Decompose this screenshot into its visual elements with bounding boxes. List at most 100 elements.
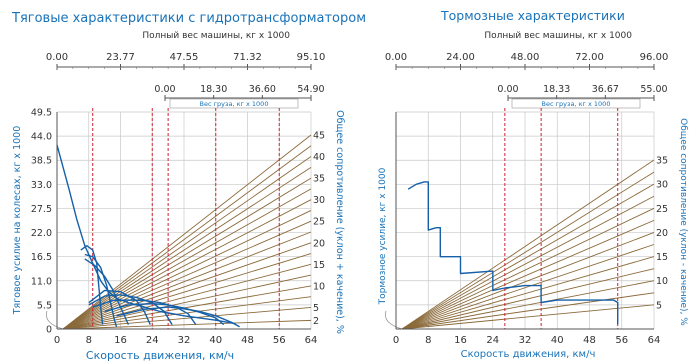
right-series-line (407, 181, 619, 325)
left-x-tick-label: 48 (241, 335, 254, 346)
left-y2-tick-label: 10 (313, 281, 325, 292)
right-resistance-line (401, 256, 655, 330)
right-resistance-line (401, 304, 655, 330)
left-y-tick-label: 16.5 (31, 252, 52, 263)
left-resistance-line (62, 242, 312, 330)
left-chart: Тяговые характеристики с гидротрансформа… (11, 11, 366, 362)
left-y2-tick-label: 25 (313, 217, 325, 228)
right-top-axis-ticks: 0.00 24.00 48.00 72.00 96.00 (385, 52, 668, 70)
left-origin-arc (45, 310, 64, 330)
left-mid-tick-label: 54.90 (297, 84, 324, 95)
left-x-tick-label: 16 (114, 335, 127, 346)
right-top-tick-label: 48.00 (511, 52, 540, 63)
left-top-axis-ticks: 0.00 23.77 47.55 71.32 95.10 (46, 52, 325, 70)
left-top-axis-label: Полный вес машины, кг x 1000 (142, 31, 290, 41)
right-resistance-lines (384, 159, 655, 330)
right-x-tick-label: 8 (425, 335, 431, 346)
left-y-axis-label: Тяговое усилие на колесах, кг x 1000 (12, 126, 23, 316)
right-resistance-line (401, 268, 655, 330)
right-resistance-line (401, 219, 655, 330)
right-mid-axis-label-box (511, 98, 641, 109)
left-resistance-line (62, 263, 312, 330)
left-x-tick-label: 40 (209, 335, 222, 346)
left-resistance-line (62, 188, 312, 330)
left-series-line (104, 302, 225, 326)
right-top-tick-label: 96.00 (640, 52, 669, 63)
left-series-line (88, 294, 173, 325)
left-y-tick-label: 49.5 (31, 108, 52, 119)
right-resistance-line (401, 195, 655, 330)
right-x-tick-label: 32 (519, 335, 532, 346)
left-y2-axis-label: Общее сопротивление (уклон + качение), % (334, 110, 345, 334)
right-y2-axis-label: Общее сопротивление (уклон - качение), % (678, 118, 688, 326)
right-x-tick-label: 16 (454, 335, 467, 346)
left-top-tick-label: 23.77 (106, 52, 135, 63)
right-y2-tick-labels: 5 10 15 20 25 30 35 (656, 156, 668, 312)
left-mid-tick-label: 0.00 (154, 84, 175, 95)
left-y-tick-label: 38.5 (31, 156, 52, 167)
right-y2-tick-label: 35 (656, 156, 668, 167)
right-mid-tick-label: 36.67 (592, 84, 619, 95)
left-resistance-line (62, 253, 312, 330)
right-y-axis-label: Тормозное усилие, кг x 1000 (378, 167, 388, 305)
left-x-axis-label: Скорость движения, км/ч (86, 349, 234, 362)
left-resistance-line (62, 145, 312, 330)
right-x-tick-label: 48 (583, 335, 596, 346)
left-mid-axis-label: Вес груза, кг x 1000 (200, 100, 269, 108)
left-y2-tick-label: 15 (313, 260, 325, 271)
left-resistance-lines (45, 134, 312, 330)
left-top-tick-label: 0.00 (46, 52, 68, 63)
left-traction-curves (56, 144, 240, 328)
right-braking-curve (407, 181, 619, 325)
right-y2-tick-label: 25 (656, 204, 668, 215)
right-x-tick-labels: 0 8 16 24 32 40 48 56 64 (393, 335, 661, 346)
right-mid-tick-label: 18.33 (543, 84, 570, 95)
right-x-tick-label: 24 (486, 335, 499, 346)
left-resistance-line (62, 285, 312, 330)
right-origin-arc (384, 310, 403, 330)
left-mid-tick-label: 36.60 (249, 84, 276, 95)
left-series-line (116, 306, 240, 328)
right-top-tick-label: 24.00 (446, 52, 475, 63)
right-mid-axis-label: Вес груза, кг x 1000 (542, 100, 611, 108)
left-y-tick-label: 0 (46, 325, 52, 336)
right-resistance-line (401, 207, 655, 330)
left-y-tick-label: 33.0 (31, 180, 52, 191)
right-top-tick-label: 72.00 (575, 52, 604, 63)
left-y2-tick-label: 30 (313, 195, 325, 206)
right-mid-tick-label: 0.00 (497, 84, 518, 95)
left-y-tick-labels: 0 5.5 11.0 16.5 22.0 27.5 33.0 38.5 44.0 49.5 (31, 108, 52, 336)
right-resistance-line (401, 183, 655, 330)
right-x-tick-label: 56 (615, 335, 628, 346)
left-y2-tick-label: 20 (313, 238, 325, 249)
right-y2-tick-label: 5 (656, 300, 662, 311)
right-x-tick-label: 64 (648, 335, 661, 346)
left-top-tick-label: 95.10 (297, 52, 326, 63)
left-x-tick-labels: 0 8 16 24 32 40 48 56 64 (54, 335, 318, 346)
left-dashed-markers (92, 108, 280, 329)
left-y-tick-label: 22.0 (31, 228, 52, 239)
right-resistance-line (401, 280, 655, 330)
left-x-tick-label: 32 (178, 335, 191, 346)
left-x-tick-label: 64 (305, 335, 318, 346)
right-mid-tick-label: 55.00 (640, 84, 667, 95)
left-y-tick-label: 27.5 (31, 204, 52, 215)
left-series-line (92, 299, 197, 326)
left-y2-tick-label: 5 (313, 303, 319, 314)
left-resistance-line (62, 319, 312, 330)
left-y-tick-label: 5.5 (37, 300, 52, 311)
left-resistance-line (62, 210, 312, 330)
left-y2-tick-label: 45 (313, 131, 325, 142)
right-chart: Тормозные характеристики Полный вес маши… (378, 8, 688, 360)
left-resistance-line (62, 156, 312, 330)
left-y-tick-label: 44.0 (31, 132, 52, 143)
left-resistance-line (62, 199, 312, 330)
left-y2-tick-label: 2 (313, 316, 319, 327)
left-x-tick-label: 8 (86, 335, 92, 346)
right-resistance-line (401, 244, 655, 330)
left-resistance-line (62, 274, 312, 330)
right-resistance-line (401, 171, 655, 330)
left-y-tick-label: 11.0 (31, 276, 52, 287)
left-x-tick-label: 24 (146, 335, 159, 346)
